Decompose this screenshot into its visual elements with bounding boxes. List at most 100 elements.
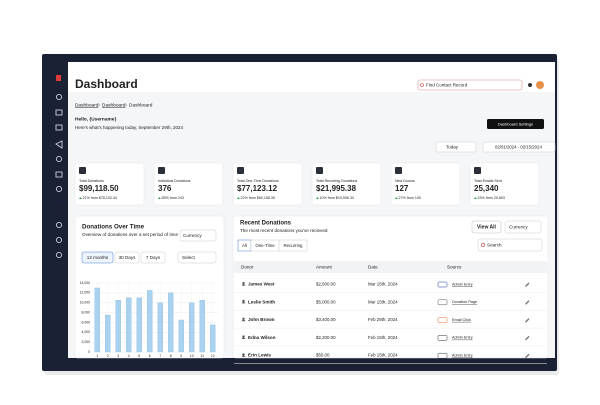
date-range[interactable] <box>482 141 556 153</box>
y-tick-label: 0 <box>88 350 90 354</box>
bar <box>189 302 195 353</box>
bar <box>199 300 205 353</box>
bar <box>157 302 163 353</box>
x-tick-label: 10 <box>190 354 194 358</box>
stat-change: 55% from 243 <box>162 196 184 200</box>
stat-value: $99,118.50 <box>79 184 119 193</box>
breadcrumb-item[interactable]: Dashboard <box>102 102 126 108</box>
donor-icon <box>242 317 245 320</box>
edit-icon[interactable] <box>525 300 530 305</box>
stat-label: New Donors <box>395 179 415 183</box>
source-link[interactable]: Donation Page <box>452 300 477 304</box>
y-tick-label: 10,000 <box>80 301 90 305</box>
x-tick-label: 3 <box>117 354 119 358</box>
range-tab[interactable] <box>114 251 140 264</box>
filter-tab[interactable] <box>278 239 308 252</box>
stat-card <box>153 162 224 206</box>
source-link[interactable]: Admin Entry <box>452 336 473 340</box>
notification-icon[interactable] <box>528 83 532 87</box>
bar <box>136 297 142 353</box>
x-tick-label: 11 <box>200 354 204 358</box>
stat-label: Total Emails Sent <box>474 179 502 183</box>
donor-icon <box>242 353 245 356</box>
breadcrumb-separator <box>98 103 101 107</box>
nav-icon[interactable] <box>55 221 63 229</box>
y-tick-label: 4,000 <box>82 330 91 334</box>
nav-icon[interactable]: ? <box>57 206 61 213</box>
stat-value: 25,340 <box>474 184 499 193</box>
table-subtitle: The most recent donations you've recieve… <box>240 228 328 233</box>
logo <box>56 75 61 81</box>
nav-icon[interactable] <box>55 93 63 101</box>
nav-icon[interactable] <box>55 140 63 149</box>
stat-card <box>232 162 303 206</box>
bar <box>178 319 184 353</box>
stat-label: Total Donations <box>79 179 104 183</box>
stat-change: 21% from $78,102.34 <box>83 196 117 200</box>
breadcrumb-item[interactable]: Dashboard <box>75 102 99 108</box>
y-tick-label: 2,000 <box>82 340 91 344</box>
currency-select[interactable] <box>504 220 542 234</box>
range-tab-label: 12 months <box>87 255 109 260</box>
nav-icon[interactable] <box>55 124 63 131</box>
column-header: Date <box>368 265 378 270</box>
view-all-label: View All <box>477 225 497 231</box>
page-title: Dashboard <box>75 77 138 91</box>
donation-date: Feb 29th, 2024 <box>368 317 398 322</box>
contact-search[interactable] <box>417 79 523 91</box>
stat-icon <box>79 167 86 174</box>
nav-icon[interactable] <box>55 109 63 116</box>
source-link[interactable]: Admin Entry <box>452 282 473 286</box>
nav-icon[interactable] <box>55 171 63 178</box>
trend-arrow <box>237 197 240 199</box>
range-tab[interactable] <box>140 251 166 264</box>
donor-icon <box>242 335 245 338</box>
currency-select[interactable] <box>179 229 217 242</box>
stat-change: 10% from $19,996.33 <box>320 196 354 200</box>
stat-icon <box>474 167 481 174</box>
edit-icon[interactable] <box>525 335 530 341</box>
nav-icon[interactable] <box>55 251 63 259</box>
period-dropdown[interactable] <box>177 251 217 264</box>
period-select[interactable] <box>435 141 477 153</box>
range-tab[interactable] <box>81 251 114 264</box>
greeting: Hello, {Username} <box>75 116 116 122</box>
subtitle: Here's what's happening today, September… <box>75 125 183 130</box>
contact-search-placeholder: Find Contact Record <box>426 82 468 87</box>
y-tick-label: 14,000 <box>80 281 90 285</box>
column-header: Donor <box>241 265 254 270</box>
donor-icon-body <box>241 337 246 339</box>
settings-button-label: Dashboard Settings <box>498 121 533 126</box>
avatar[interactable] <box>536 81 544 89</box>
stat-value: $77,123.12 <box>237 184 278 193</box>
edit-icon[interactable] <box>525 318 530 323</box>
stat-change: 27% from 100 <box>399 196 421 200</box>
stat-icon <box>395 167 402 174</box>
stat-label: Total Recurring Donations <box>316 179 358 183</box>
settings-button[interactable] <box>487 119 544 129</box>
date-range-label: 02/01/2024 - 02/15/2024 <box>495 144 542 149</box>
source-icon <box>437 299 448 306</box>
table-search-placeholder: Search <box>487 243 502 248</box>
edit-icon[interactable] <box>525 353 530 359</box>
stat-icon <box>237 167 244 174</box>
source-icon <box>437 335 448 341</box>
nav-icon[interactable] <box>55 236 63 244</box>
source-link[interactable]: Admin Entry <box>452 354 473 358</box>
table-card <box>232 215 549 359</box>
y-tick-label: 8,000 <box>82 310 91 314</box>
donation-amount: $5,000.00 <box>316 299 336 304</box>
stat-label: Individual Donations <box>158 179 191 183</box>
source-link[interactable]: Email Click <box>452 318 471 322</box>
nav-icon[interactable] <box>55 155 63 163</box>
view-all-button[interactable] <box>471 220 502 234</box>
range-tab-label: 7 Days <box>146 255 161 260</box>
source-icon <box>437 352 448 359</box>
donation-date: Feb 15th, 2024 <box>368 335 398 340</box>
nav-icon[interactable] <box>55 185 63 193</box>
table-search[interactable] <box>477 238 543 252</box>
filter-tab-label: One-Time <box>255 243 275 248</box>
donor-icon-body <box>241 319 246 322</box>
edit-icon[interactable] <box>525 282 530 288</box>
currency-select-label: Currency <box>509 225 528 230</box>
